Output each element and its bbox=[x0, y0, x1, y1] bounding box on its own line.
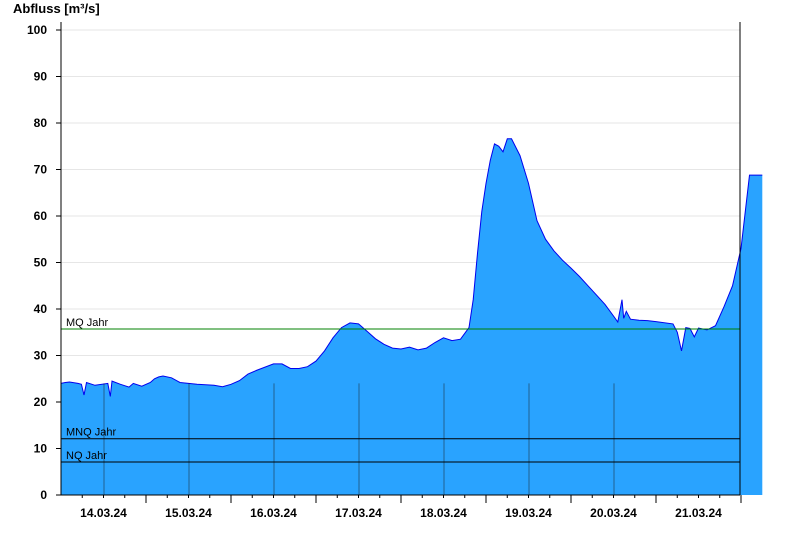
y-tick-label: 80 bbox=[34, 116, 48, 130]
x-tick-label: 16.03.24 bbox=[250, 506, 297, 520]
x-tick-label: 18.03.24 bbox=[420, 506, 467, 520]
x-tick-label: 14.03.24 bbox=[80, 506, 127, 520]
axes: 0 10 20 30 40 50 60 70 80 90 100 14.03.24 15.03.24 16… bbox=[27, 22, 742, 520]
y-tick-label: 10 bbox=[34, 442, 48, 456]
y-tick-label: 50 bbox=[34, 256, 48, 270]
y-tick-label: 0 bbox=[40, 488, 47, 502]
x-tick-label: 17.03.24 bbox=[335, 506, 382, 520]
y-tick-label: 30 bbox=[34, 349, 48, 363]
x-tick-label: 20.03.24 bbox=[590, 506, 637, 520]
discharge-area-fill bbox=[61, 138, 763, 496]
y-tick-label: 90 bbox=[34, 70, 48, 84]
discharge-series-line bbox=[60, 138, 763, 397]
x-tick-label: 21.03.24 bbox=[675, 506, 722, 520]
reference-line-label: MNQ Jahr bbox=[66, 427, 116, 439]
y-tick-label: 20 bbox=[34, 395, 48, 409]
reference-line-label: NQ Jahr bbox=[66, 450, 107, 462]
y-tick-label: 40 bbox=[34, 302, 48, 316]
y-tick-label: 70 bbox=[34, 163, 48, 177]
x-tick-label: 19.03.24 bbox=[505, 506, 552, 520]
reference-line-label: MQ Jahr bbox=[66, 317, 109, 329]
y-tick-label: 60 bbox=[34, 209, 48, 223]
reference-lines: MQ Jahr MNQ Jahr NQ Jahr bbox=[61, 317, 740, 495]
y-axis-title: Abfluss [m³/s] bbox=[13, 1, 100, 16]
y-tick-label: 100 bbox=[27, 23, 47, 37]
x-tick-label: 15.03.24 bbox=[165, 506, 212, 520]
